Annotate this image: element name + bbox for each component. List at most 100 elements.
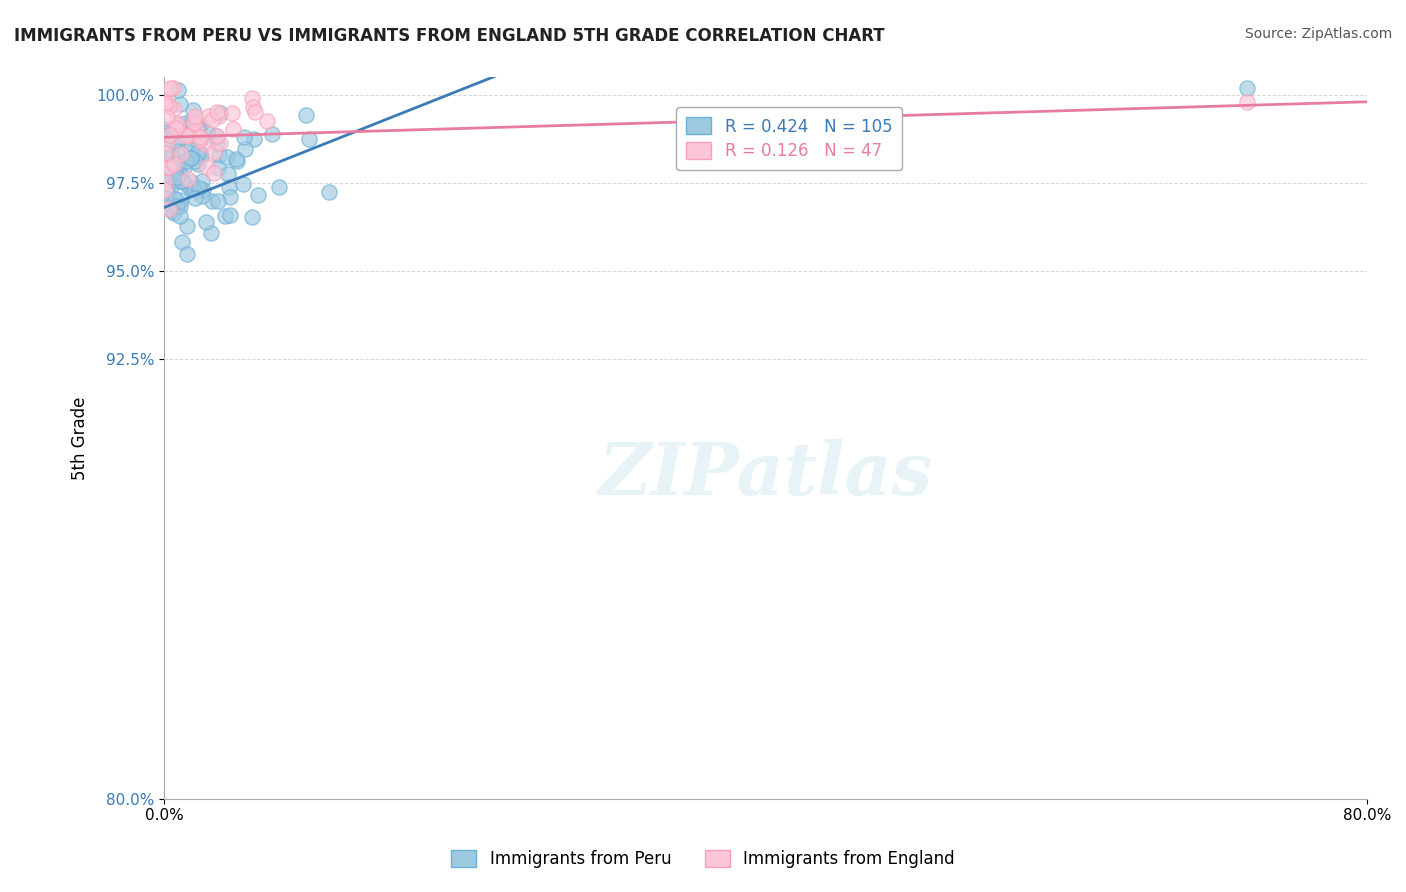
- Point: [166, 156, 188, 170]
- Point: [208, 106, 231, 120]
- Point: [156, 160, 179, 174]
- Point: [165, 115, 187, 129]
- Point: [177, 128, 200, 142]
- Point: [200, 226, 222, 240]
- Point: [177, 172, 200, 186]
- Point: [159, 150, 181, 164]
- Point: [202, 166, 225, 180]
- Point: [193, 183, 215, 197]
- Point: [256, 114, 278, 128]
- Point: [1236, 95, 1258, 109]
- Point: [166, 170, 188, 185]
- Point: [167, 83, 190, 97]
- Point: [169, 209, 191, 223]
- Point: [156, 122, 179, 136]
- Point: [173, 160, 195, 174]
- Point: [180, 182, 202, 196]
- Point: [159, 81, 181, 95]
- Point: [205, 129, 228, 144]
- Point: [191, 189, 214, 203]
- Point: [197, 109, 219, 123]
- Point: [156, 135, 179, 149]
- Point: [167, 122, 190, 136]
- Point: [174, 116, 197, 130]
- Point: [183, 109, 205, 123]
- Point: [190, 174, 212, 188]
- Point: [218, 180, 240, 194]
- Point: [162, 81, 184, 95]
- Point: [165, 120, 187, 135]
- Point: [207, 161, 229, 175]
- Point: [157, 142, 180, 156]
- Point: [208, 136, 231, 150]
- Point: [207, 194, 229, 208]
- Point: [183, 190, 205, 204]
- Point: [157, 98, 180, 112]
- Point: [200, 113, 222, 128]
- Point: [187, 156, 209, 170]
- Point: [155, 161, 177, 176]
- Point: [188, 133, 211, 147]
- Point: [195, 125, 218, 139]
- Point: [243, 131, 266, 145]
- Point: [159, 165, 181, 179]
- Point: [169, 97, 191, 112]
- Point: [156, 200, 179, 214]
- Point: [183, 181, 205, 195]
- Point: [179, 151, 201, 165]
- Point: [186, 123, 208, 137]
- Point: [187, 181, 209, 195]
- Point: [155, 191, 177, 205]
- Point: [169, 199, 191, 213]
- Point: [218, 189, 240, 203]
- Point: [155, 173, 177, 187]
- Point: [166, 159, 188, 173]
- Point: [262, 127, 284, 141]
- Point: [162, 102, 184, 116]
- Point: [214, 210, 236, 224]
- Point: [205, 105, 228, 120]
- Point: [181, 103, 204, 117]
- Point: [318, 186, 340, 200]
- Point: [166, 158, 188, 172]
- Point: [202, 145, 225, 159]
- Point: [222, 121, 245, 136]
- Point: [179, 150, 201, 164]
- Point: [298, 132, 321, 146]
- Point: [155, 132, 177, 146]
- Point: [155, 171, 177, 186]
- Point: [246, 188, 269, 202]
- Text: Source: ZipAtlas.com: Source: ZipAtlas.com: [1244, 27, 1392, 41]
- Point: [188, 118, 211, 132]
- Point: [240, 210, 263, 224]
- Point: [208, 109, 231, 123]
- Point: [167, 161, 190, 175]
- Point: [188, 145, 211, 160]
- Point: [233, 142, 256, 156]
- Point: [165, 193, 187, 207]
- Point: [157, 202, 180, 216]
- Point: [242, 100, 264, 114]
- Point: [156, 196, 179, 211]
- Point: [181, 127, 204, 141]
- Point: [186, 120, 208, 134]
- Point: [162, 172, 184, 186]
- Point: [194, 136, 217, 151]
- Point: [232, 177, 254, 191]
- Point: [172, 235, 194, 249]
- Point: [163, 174, 186, 188]
- Point: [190, 149, 212, 163]
- Point: [167, 118, 190, 132]
- Point: [174, 144, 197, 158]
- Point: [180, 151, 202, 165]
- Legend: Immigrants from Peru, Immigrants from England: Immigrants from Peru, Immigrants from En…: [444, 843, 962, 875]
- Point: [183, 116, 205, 130]
- Point: [159, 128, 181, 142]
- Point: [180, 114, 202, 128]
- Point: [155, 97, 177, 112]
- Point: [169, 146, 191, 161]
- Point: [240, 90, 263, 104]
- Point: [226, 154, 249, 169]
- Point: [195, 160, 218, 174]
- Point: [215, 150, 238, 164]
